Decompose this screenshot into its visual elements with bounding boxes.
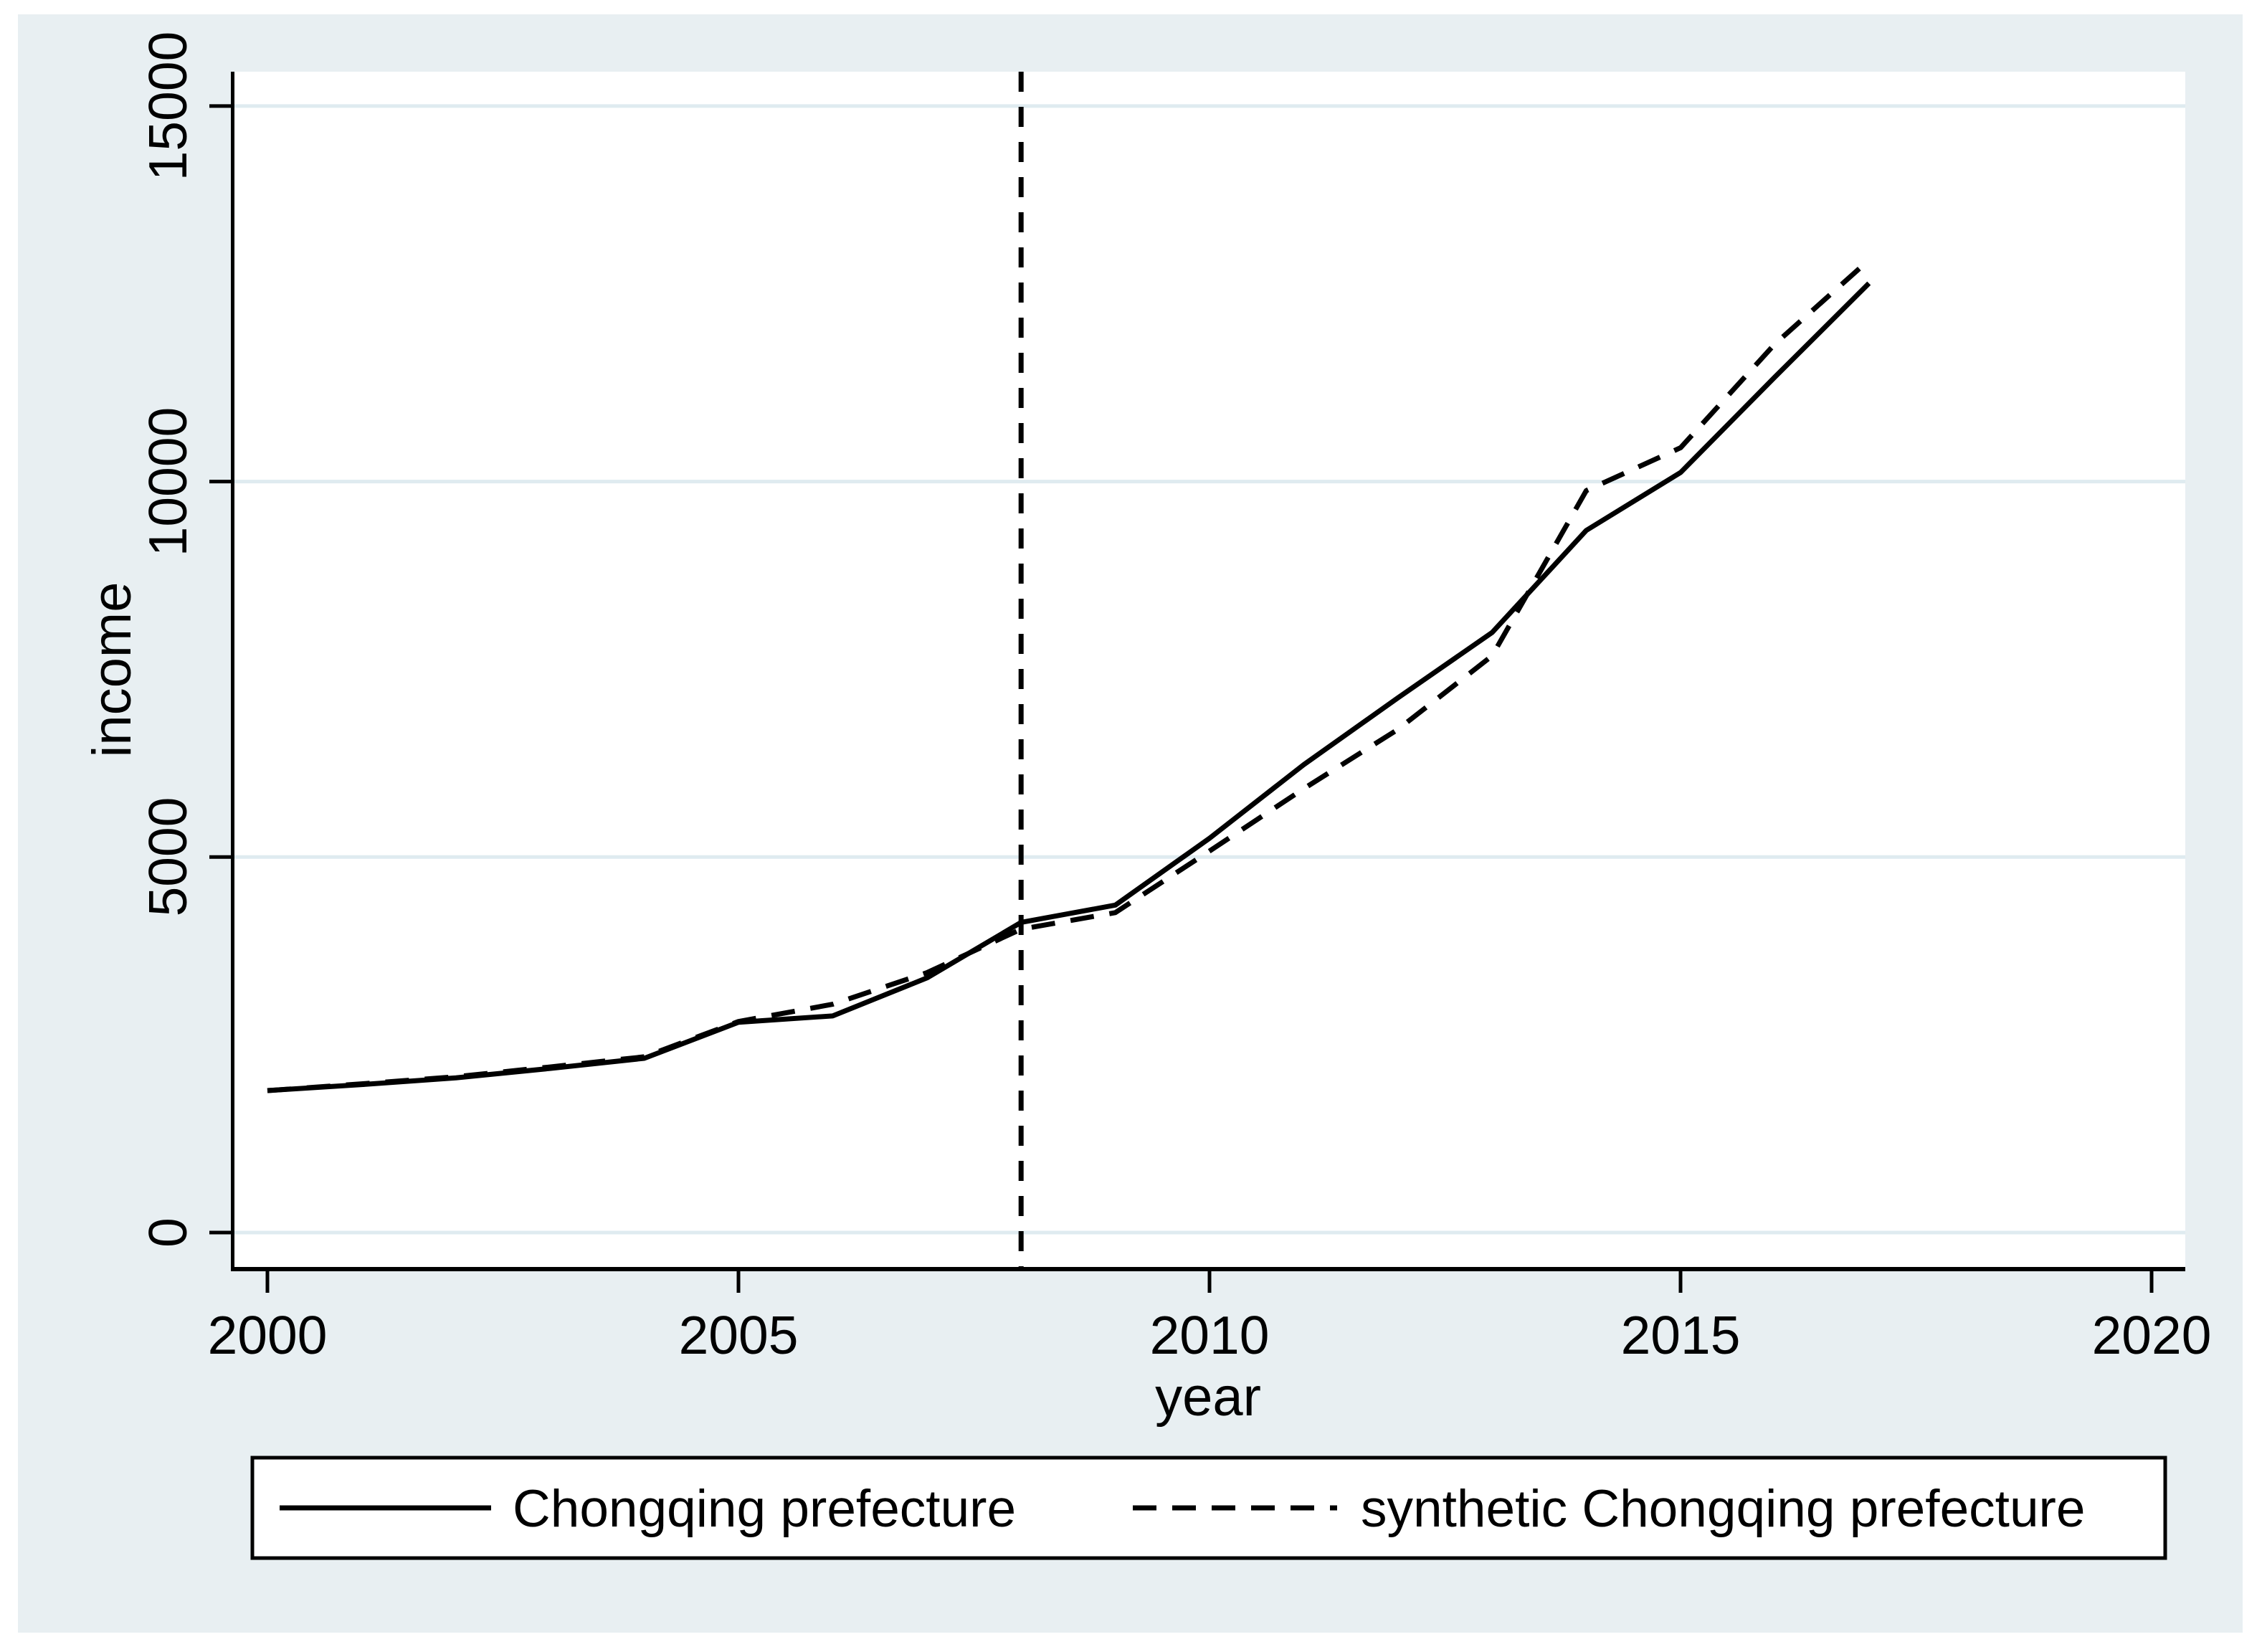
y-axis-ticks: [209, 104, 231, 1235]
legend: Chongqing prefecture synthetic Chongqing…: [250, 1456, 2167, 1560]
y-tick-label-0: 0: [138, 1217, 198, 1248]
plot-area: [233, 72, 2185, 1269]
y-tick-label-10000: 10000: [138, 407, 198, 557]
x-tick-label-2015: 2015: [1621, 1305, 1741, 1365]
y-tick-label-15000: 15000: [138, 32, 198, 181]
x-tick-label-2010: 2010: [1150, 1305, 1270, 1365]
legend-label-chongqing: Chongqing prefecture: [513, 1480, 1016, 1538]
x-axis-title: year: [1155, 1367, 1261, 1428]
y-axis-title: income: [82, 582, 143, 758]
gridlines: [234, 104, 2185, 1235]
series-line-solid: [267, 281, 1871, 1093]
x-tick-label-2020: 2020: [2092, 1305, 2212, 1365]
x-tick-label-2000: 2000: [208, 1305, 328, 1365]
x-tick-label-2005: 2005: [679, 1305, 799, 1365]
legend-label-synthetic: synthetic Chongqing prefecture: [1361, 1480, 2085, 1538]
data-series: [267, 258, 1871, 1093]
x-axis-ticks: [265, 1271, 2154, 1293]
y-tick-label-5000: 5000: [138, 797, 198, 917]
legend-box: [250, 1456, 2167, 1560]
